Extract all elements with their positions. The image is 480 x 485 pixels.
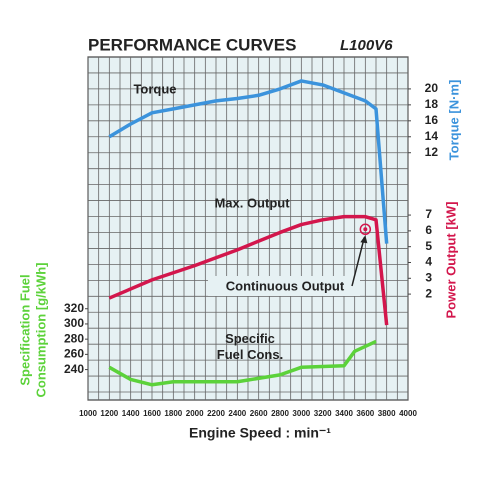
annotation-text: Continuous Output bbox=[226, 278, 345, 293]
y3-axis-label: Specification Fuel bbox=[17, 274, 32, 385]
y-tick-label: 16 bbox=[425, 113, 439, 127]
x-tick-label: 2200 bbox=[207, 409, 225, 418]
series-line bbox=[108, 79, 389, 244]
y-tick-label: 6 bbox=[425, 223, 432, 237]
series-label: Max. Output bbox=[214, 195, 290, 210]
series-label: Torque bbox=[133, 81, 176, 96]
annotation-arrowhead bbox=[360, 235, 368, 244]
x-tick-label: 1200 bbox=[100, 409, 118, 418]
x-tick-label: 2600 bbox=[250, 409, 268, 418]
y-axis-label: Torque [N·m] bbox=[446, 80, 461, 161]
series-line bbox=[108, 214, 389, 326]
chart-title: PERFORMANCE CURVES bbox=[88, 35, 296, 54]
annotation-box bbox=[208, 276, 360, 296]
x-tick-label: 2800 bbox=[271, 409, 289, 418]
y-tick-label: 18 bbox=[425, 97, 439, 111]
x-tick-label: 2400 bbox=[228, 409, 246, 418]
y-tick-label: 2 bbox=[425, 286, 432, 300]
series-label-line: Fuel Cons. bbox=[217, 347, 283, 362]
y-tick-label: 3 bbox=[425, 270, 432, 284]
x-tick-label: 1400 bbox=[122, 409, 140, 418]
x-tick-label: 1800 bbox=[164, 409, 182, 418]
series-line bbox=[108, 339, 377, 387]
y-tick-label: 320 bbox=[64, 301, 84, 315]
x-tick-label: 4000 bbox=[399, 409, 417, 418]
x-tick-label: 3000 bbox=[292, 409, 310, 418]
y-tick-label: 20 bbox=[425, 81, 439, 95]
annotation-dot bbox=[363, 227, 368, 232]
x-tick-label: 3400 bbox=[335, 409, 353, 418]
annotation-marker bbox=[359, 223, 372, 236]
y-tick-label: 7 bbox=[425, 207, 432, 221]
x-tick-label: 3200 bbox=[314, 409, 332, 418]
y-tick-label: 14 bbox=[425, 129, 439, 143]
y3-axis-label: Consumption [g/kWh] bbox=[33, 262, 48, 397]
y-tick-label: 300 bbox=[64, 316, 84, 330]
y2-axis-label: Power Output [kW] bbox=[443, 202, 458, 319]
y-tick-label: 5 bbox=[425, 239, 432, 253]
x-tick-label: 1000 bbox=[79, 409, 97, 418]
y-tick-label: 12 bbox=[425, 145, 439, 159]
x-tick-label: 3600 bbox=[356, 409, 374, 418]
x-axis-label: Engine Speed : min⁻¹ bbox=[189, 425, 331, 441]
x-tick-label: 3800 bbox=[378, 409, 396, 418]
y-tick-label: 4 bbox=[425, 255, 432, 269]
x-tick-label: 2000 bbox=[186, 409, 204, 418]
y-tick-label: 260 bbox=[64, 347, 84, 361]
series-label-line: Specific bbox=[225, 331, 275, 346]
y-tick-label: 280 bbox=[64, 331, 84, 345]
y-tick-label: 240 bbox=[64, 362, 84, 376]
chart-subtitle: L100V6 bbox=[340, 37, 393, 54]
x-tick-label: 1600 bbox=[143, 409, 161, 418]
annotation-arrow bbox=[351, 237, 366, 287]
series-label: Specific Fuel Cons. bbox=[217, 331, 283, 362]
